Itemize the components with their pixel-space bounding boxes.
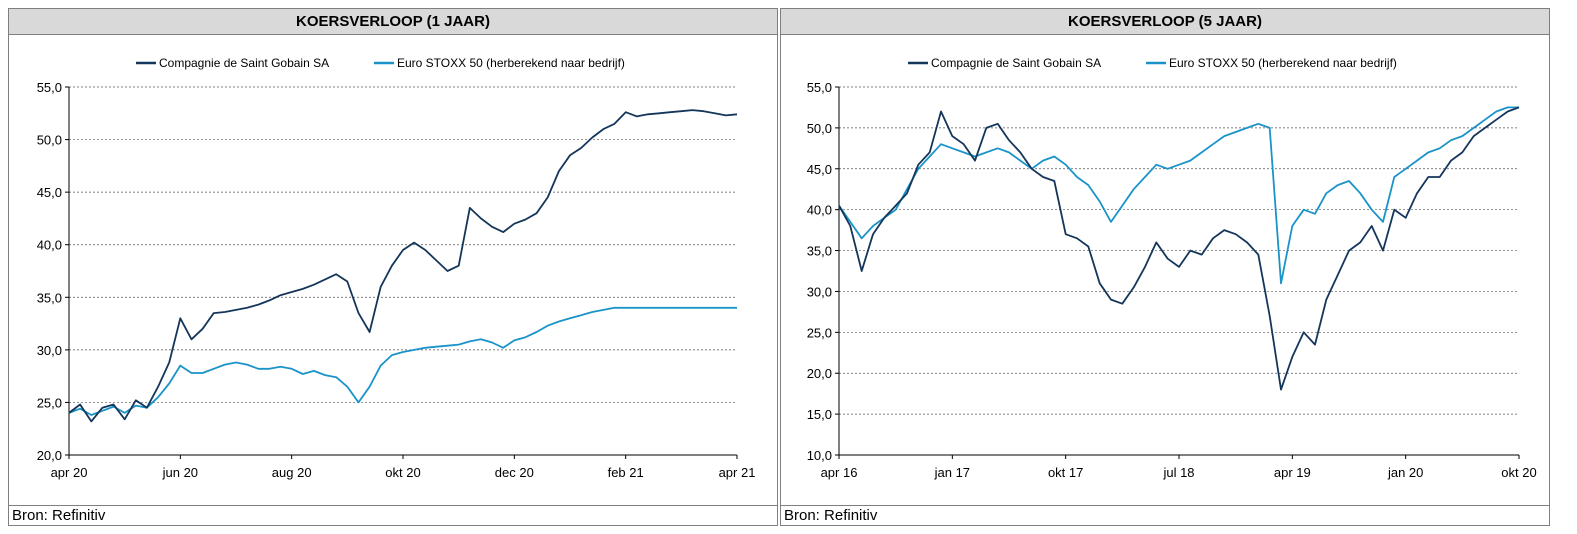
y-tick-label: 25,0	[37, 395, 62, 410]
x-tick-label: apr 21	[719, 465, 756, 480]
chart-title: KOERSVERLOOP (1 JAAR)	[9, 9, 777, 35]
chart-panel-1-year: KOERSVERLOOP (1 JAAR) Compagnie de Saint…	[8, 8, 778, 526]
x-tick-label: jul 18	[1162, 465, 1194, 480]
y-tick-label: 45,0	[807, 162, 832, 177]
y-tick-label: 30,0	[807, 284, 832, 299]
x-tick-label: jun 20	[162, 465, 198, 480]
x-tick-label: okt 20	[1501, 465, 1536, 480]
legend-label: Euro STOXX 50 (herberekend naar bedrijf)	[1169, 56, 1397, 70]
y-tick-label: 50,0	[807, 121, 832, 136]
y-tick-label: 55,0	[37, 80, 62, 95]
y-tick-label: 40,0	[37, 238, 62, 253]
legend-label: Compagnie de Saint Gobain SA	[159, 56, 329, 70]
line-chart-1-year: Compagnie de Saint Gobain SA Euro STOXX 5…	[37, 56, 756, 480]
y-tick-label: 35,0	[807, 244, 832, 259]
y-tick-label: 45,0	[37, 185, 62, 200]
chart-panel-5-year: KOERSVERLOOP (5 JAAR) Compagnie de Saint…	[780, 8, 1550, 526]
chart-title: KOERSVERLOOP (5 JAAR)	[781, 9, 1549, 35]
x-tick-label: okt 20	[385, 465, 420, 480]
series-line-euro-stoxx-50	[68, 306, 737, 416]
x-tick-label: feb 21	[608, 465, 644, 480]
x-tick-label: apr 20	[51, 465, 88, 480]
y-tick-label: 55,0	[807, 80, 832, 95]
x-tick-label: jan 17	[934, 465, 970, 480]
series-line-euro-stoxx-50	[838, 106, 1519, 285]
series-line-saint-gobain	[838, 106, 1520, 391]
y-tick-label: 40,0	[807, 203, 832, 218]
line-chart-5-year: Compagnie de Saint Gobain SA Euro STOXX 5…	[807, 56, 1537, 480]
x-tick-label: okt 17	[1048, 465, 1083, 480]
y-tick-label: 35,0	[37, 290, 62, 305]
x-tick-label: dec 20	[495, 465, 534, 480]
x-tick-label: apr 19	[1274, 465, 1311, 480]
y-tick-label: 15,0	[807, 407, 832, 422]
y-tick-label: 50,0	[37, 133, 62, 148]
source-note: Bron: Refinitiv	[9, 505, 777, 525]
x-tick-label: jan 20	[1387, 465, 1423, 480]
y-tick-label: 20,0	[37, 448, 62, 463]
legend-label: Compagnie de Saint Gobain SA	[931, 56, 1101, 70]
legend-label: Euro STOXX 50 (herberekend naar bedrijf)	[397, 56, 625, 70]
y-tick-label: 20,0	[807, 366, 832, 381]
y-tick-label: 10,0	[807, 448, 832, 463]
x-tick-label: apr 16	[821, 465, 858, 480]
source-note: Bron: Refinitiv	[781, 505, 1549, 525]
y-tick-label: 25,0	[807, 325, 832, 340]
y-tick-label: 30,0	[37, 343, 62, 358]
x-tick-label: aug 20	[272, 465, 312, 480]
series-line-saint-gobain	[68, 109, 738, 423]
